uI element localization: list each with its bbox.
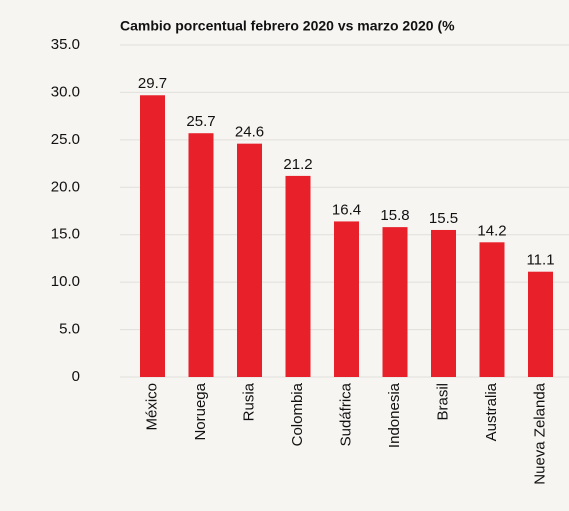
x-tick-label: Colombia [289,382,306,446]
value-label: 11.1 [526,252,554,269]
y-tick-label: 15.0 [51,226,80,243]
chart-title: Cambio porcentual febrero 2020 vs marzo … [120,18,455,34]
x-tick-label: Rusia [240,382,257,421]
x-tick-label: Australia [483,382,500,441]
y-tick-label: 20.0 [51,178,80,195]
x-tick-label: Nueva Zelanda [531,382,548,484]
y-tick-label: 0 [72,368,80,385]
x-tick-label: Noruega [192,382,209,440]
bar [334,221,359,377]
value-label: 25.7 [186,113,215,130]
y-tick-label: 10.0 [51,273,80,290]
x-tick-label: Sudáfrica [337,382,354,446]
value-label: 15.5 [429,210,458,227]
y-tick-label: 35.0 [51,36,80,53]
value-label: 21.2 [283,156,312,173]
y-tick-label: 30.0 [51,83,80,100]
value-label: 24.6 [235,124,264,141]
value-label: 14.2 [477,222,506,239]
bar [479,242,505,377]
bar [528,271,553,377]
bar [188,133,214,377]
bar [431,229,456,377]
value-label: 15.8 [380,207,409,224]
x-tick-label: México [143,383,160,431]
bar [237,143,262,377]
bar [382,227,408,377]
bar [285,175,311,377]
y-tick-label: 25.0 [51,131,80,148]
value-label: 16.4 [332,201,361,218]
y-tick-label: 5.0 [59,321,80,338]
x-tick-label: Indonesia [386,382,403,448]
value-label: 29.7 [138,75,167,92]
bar [140,95,165,377]
x-tick-label: Brasil [434,383,451,421]
